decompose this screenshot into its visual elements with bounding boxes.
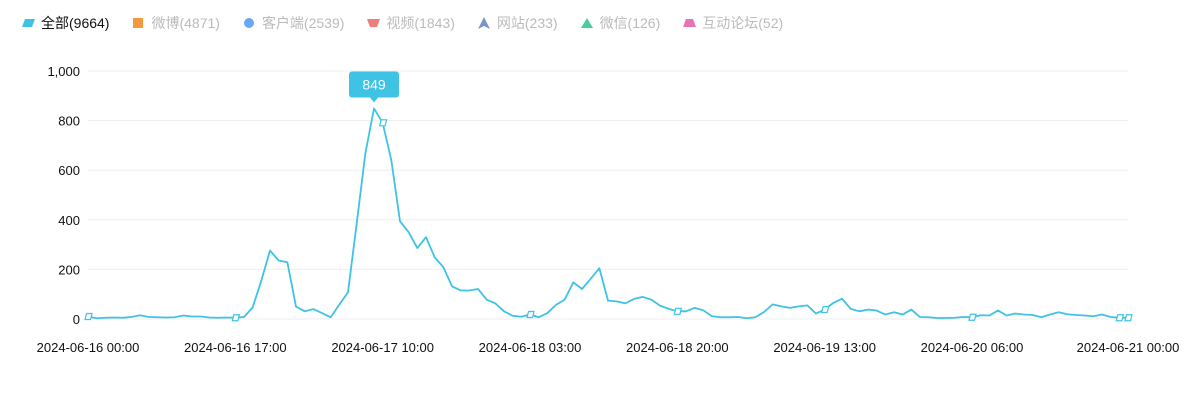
data-point-marker[interactable]: [820, 305, 830, 314]
x-tick-label: 2024-06-21 00:00: [1077, 340, 1180, 355]
x-tick-label: 2024-06-17 10:00: [331, 340, 434, 355]
y-tick-label: 0: [73, 312, 80, 327]
legend-triangle-icon: [580, 18, 593, 28]
legend-label: 互动论坛(52): [702, 15, 784, 31]
legend-trapezoid-icon: [683, 19, 697, 27]
legend-inverted-trapezoid-icon: [367, 19, 381, 27]
legend-item[interactable]: 网站(233): [477, 13, 558, 33]
data-point-marker[interactable]: [378, 119, 388, 127]
legend-label: 微博(4871): [151, 15, 220, 31]
x-tick-label: 2024-06-18 20:00: [626, 340, 729, 355]
x-tick-label: 2024-06-16 17:00: [184, 340, 287, 355]
legend-item[interactable]: 微信(126): [580, 13, 661, 33]
legend: 全部(9664) 微博(4871) 客户端(2539) 视频(1843) 网站(233)…: [22, 13, 806, 33]
y-tick-label: 800: [58, 114, 80, 129]
x-tick-label: 2024-06-20 06:00: [921, 340, 1024, 355]
legend-square-icon: [133, 18, 144, 28]
data-point-marker[interactable]: [526, 310, 535, 319]
legend-arrow-icon: [477, 17, 490, 29]
legend-label: 网站(233): [496, 15, 558, 31]
data-point-marker[interactable]: [231, 314, 241, 322]
legend-item[interactable]: 视频(1843): [367, 13, 455, 33]
data-point-marker[interactable]: [1124, 314, 1133, 322]
x-tick-label: 2024-06-18 03:00: [479, 340, 582, 355]
data-point-marker[interactable]: [84, 312, 93, 321]
y-tick-label: 1,000: [47, 64, 80, 79]
y-tick-label: 600: [58, 163, 80, 178]
data-point-marker[interactable]: [968, 313, 977, 321]
x-tick-label: 2024-06-19 13:00: [773, 340, 876, 355]
data-point-marker[interactable]: [673, 307, 683, 315]
legend-item[interactable]: 客户端(2539): [243, 13, 344, 33]
x-tick-label: 2024-06-16 00:00: [37, 340, 140, 355]
legend-item[interactable]: 互动论坛(52): [683, 13, 783, 33]
legend-parallelogram-icon: [22, 19, 35, 27]
peak-value-label: 849: [362, 76, 386, 92]
legend-item[interactable]: 微博(4871): [132, 13, 220, 33]
legend-label: 视频(1843): [386, 15, 455, 31]
legend-circle-icon: [243, 18, 254, 28]
data-point-marker[interactable]: [1115, 314, 1125, 322]
series-line: [87, 107, 1128, 320]
y-tick-label: 200: [58, 262, 80, 277]
y-tick-label: 400: [58, 213, 80, 228]
legend-label: 微信(126): [599, 15, 661, 31]
legend-label: 全部(9664): [41, 15, 110, 31]
legend-label: 客户端(2539): [261, 15, 345, 31]
peak-tooltip: 849: [349, 71, 399, 103]
legend-item[interactable]: 全部(9664): [22, 13, 109, 33]
